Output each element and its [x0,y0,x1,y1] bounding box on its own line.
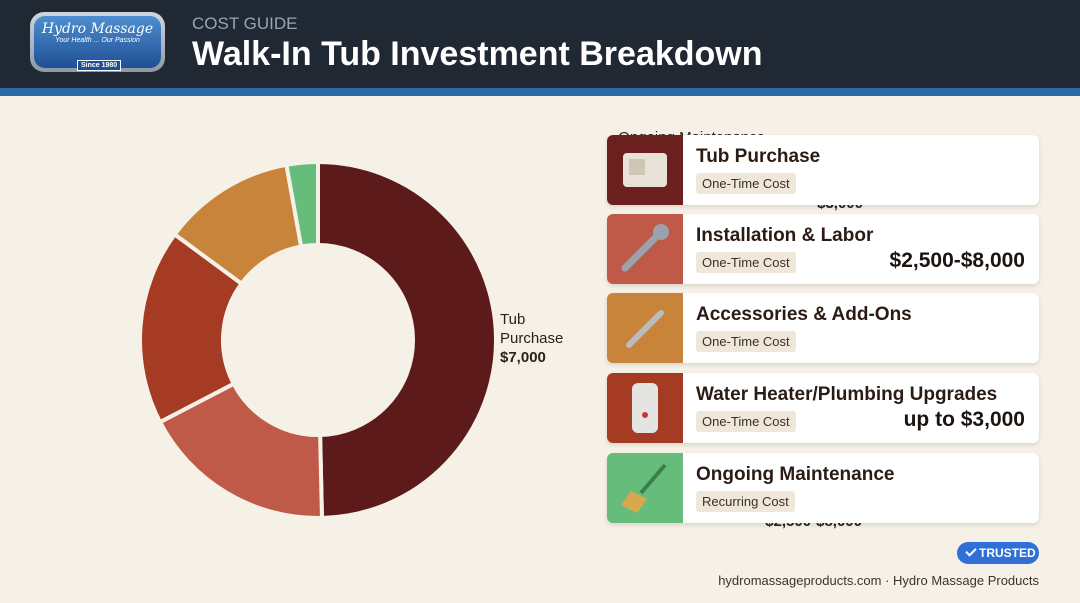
card-title: Water Heater/Plumbing Upgrades [696,384,998,405]
card-tag: One-Time Cost [696,252,796,273]
header: Hydro Massage Your Health ... Our Passio… [0,0,1080,88]
card-amount: up to $3,000 [903,408,1025,431]
card-tag: One-Time Cost [696,331,796,352]
icon-wrench [607,214,683,284]
donut-slice [284,159,320,249]
logo-inner: Hydro Massage Your Health ... Our Passio… [34,16,161,71]
trusted-badge: TRUSTED [957,542,1039,564]
donut-chart [138,159,498,521]
card-title: Tub Purchase [696,146,821,167]
icon-tub [607,135,683,205]
card: Tub Purchase One-Time Cost [607,135,1039,205]
card-title: Installation & Labor [696,225,874,246]
card-amount: $2,500-$8,000 [889,249,1025,272]
icon-grab-bar [607,293,683,363]
card-title: Ongoing Maintenance [696,464,895,485]
donut-hole [225,247,411,433]
card: Installation & Labor One-Time Cost $2,50… [607,214,1039,284]
logo-since: Since 1980 [77,60,122,71]
title: Walk-In Tub Investment Breakdown [192,35,763,73]
icon-heater [607,373,683,443]
card-tag: Recurring Cost [696,491,795,512]
donut-slice [316,159,498,521]
eyebrow: COST GUIDE [192,14,298,33]
slice-name: Tub Purchase [500,311,564,347]
logo: Hydro Massage Your Health ... Our Passio… [30,12,165,72]
card-tag: One-Time Cost [696,173,796,194]
card: Accessories & Add-Ons One-Time Cost [607,293,1039,363]
card: Ongoing Maintenance Recurring Cost [607,453,1039,523]
logo-brand: Hydro Massage [41,21,154,37]
card: Water Heater/Plumbing Upgrades One-Time … [607,373,1039,443]
footer: hydromassageproducts.com · Hydro Massage… [718,573,1039,588]
card-tag: One-Time Cost [696,411,796,432]
icon-broom [607,453,683,523]
card-title: Accessories & Add-Ons [696,304,912,325]
slice-amount: $7,000 [500,349,546,366]
slice-label: Tub Purchase $7,000 [500,310,580,367]
stripe [0,88,1080,96]
logo-tagline: Your Health ... Our Passion [55,37,140,44]
